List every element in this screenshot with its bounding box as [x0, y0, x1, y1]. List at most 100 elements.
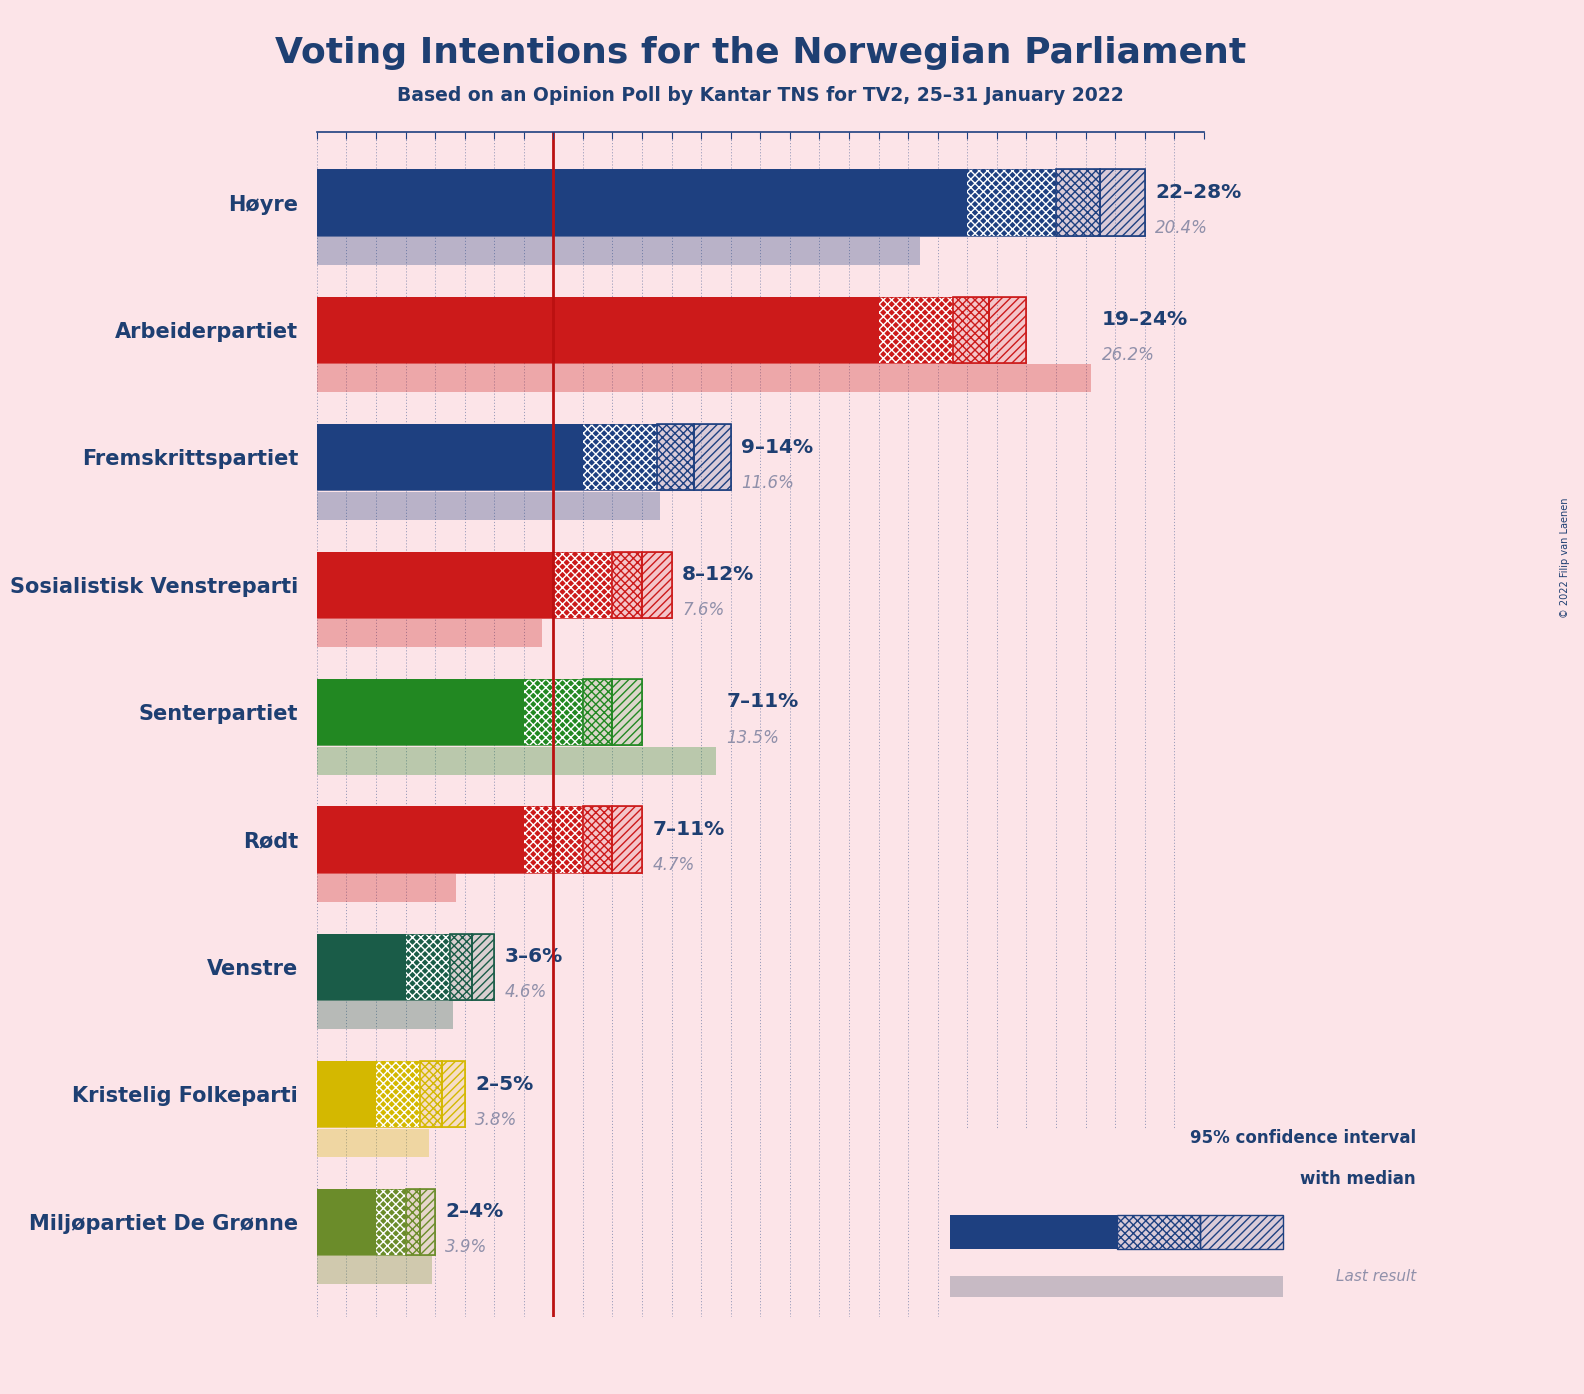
Bar: [1201, 1214, 1283, 1249]
Text: 26.2%: 26.2%: [1102, 346, 1155, 364]
Bar: [420, 1189, 436, 1255]
Text: 4.6%: 4.6%: [505, 983, 546, 1001]
Bar: [952, 297, 990, 362]
Bar: [950, 1214, 1117, 1249]
Bar: [450, 934, 472, 999]
Bar: [317, 424, 657, 491]
Text: 7–11%: 7–11%: [727, 693, 798, 711]
Bar: [1117, 1214, 1201, 1249]
Bar: [317, 619, 542, 647]
Bar: [317, 492, 661, 520]
Bar: [583, 679, 613, 746]
Bar: [375, 1189, 406, 1255]
Bar: [317, 679, 583, 746]
Bar: [583, 424, 657, 491]
Text: 11.6%: 11.6%: [741, 474, 794, 492]
Text: Voting Intentions for the Norwegian Parliament: Voting Intentions for the Norwegian Parl…: [274, 36, 1247, 70]
Bar: [442, 1061, 464, 1128]
Text: 22–28%: 22–28%: [1155, 183, 1242, 202]
Bar: [317, 1061, 464, 1128]
Text: Based on an Opinion Poll by Kantar TNS for TV2, 25–31 January 2022: Based on an Opinion Poll by Kantar TNS f…: [398, 86, 1123, 106]
Bar: [553, 552, 613, 618]
Text: 3.8%: 3.8%: [475, 1111, 518, 1129]
Text: 4.7%: 4.7%: [653, 856, 695, 874]
Bar: [317, 806, 642, 873]
Bar: [524, 806, 583, 873]
Bar: [317, 364, 1091, 392]
Bar: [420, 1061, 442, 1128]
Bar: [613, 806, 642, 873]
Bar: [1101, 170, 1145, 236]
Text: 95% confidence interval: 95% confidence interval: [1190, 1129, 1416, 1147]
Bar: [642, 552, 672, 618]
Bar: [1101, 170, 1145, 236]
Text: 2–4%: 2–4%: [445, 1202, 504, 1221]
Bar: [657, 424, 694, 491]
Bar: [317, 170, 1145, 236]
Bar: [613, 679, 642, 746]
Text: with median: with median: [1300, 1170, 1416, 1188]
Text: 7.6%: 7.6%: [683, 601, 724, 619]
Bar: [613, 806, 642, 873]
Bar: [317, 934, 450, 999]
Bar: [472, 934, 494, 999]
Bar: [990, 297, 1026, 362]
Text: 7–11%: 7–11%: [653, 820, 724, 839]
Text: 2–5%: 2–5%: [475, 1075, 534, 1094]
Bar: [694, 424, 730, 491]
Bar: [450, 934, 472, 999]
Bar: [1057, 170, 1101, 236]
Bar: [968, 170, 1057, 236]
Bar: [950, 1277, 1283, 1296]
Text: 3–6%: 3–6%: [505, 948, 562, 966]
Bar: [375, 1061, 420, 1128]
Bar: [317, 1061, 420, 1128]
Bar: [317, 552, 672, 618]
Bar: [990, 297, 1026, 362]
Bar: [406, 1189, 420, 1255]
Bar: [583, 806, 613, 873]
Bar: [472, 934, 494, 999]
Bar: [694, 424, 730, 491]
Bar: [583, 679, 613, 746]
Text: 9–14%: 9–14%: [741, 438, 813, 457]
Bar: [317, 297, 952, 362]
Bar: [613, 552, 642, 618]
Text: 20.4%: 20.4%: [1155, 219, 1209, 237]
Text: 13.5%: 13.5%: [727, 729, 779, 747]
Bar: [1057, 170, 1101, 236]
Text: Last result: Last result: [1335, 1269, 1416, 1284]
Bar: [317, 1256, 432, 1284]
Bar: [613, 679, 642, 746]
Bar: [420, 1061, 442, 1128]
Bar: [952, 297, 990, 362]
Bar: [1201, 1214, 1283, 1249]
Bar: [317, 679, 642, 746]
Bar: [317, 237, 920, 265]
Bar: [317, 424, 730, 491]
Bar: [879, 297, 952, 362]
Text: 3.9%: 3.9%: [445, 1238, 488, 1256]
Bar: [642, 552, 672, 618]
Bar: [1117, 1214, 1201, 1249]
Bar: [317, 747, 716, 775]
Bar: [406, 1189, 420, 1255]
Bar: [317, 297, 1026, 362]
Bar: [317, 806, 583, 873]
Bar: [317, 1189, 436, 1255]
Text: 8–12%: 8–12%: [683, 565, 754, 584]
Bar: [317, 1189, 406, 1255]
Bar: [657, 424, 694, 491]
Text: 19–24%: 19–24%: [1102, 311, 1188, 329]
Bar: [524, 679, 583, 746]
Bar: [317, 552, 613, 618]
Bar: [583, 806, 613, 873]
Bar: [317, 874, 456, 902]
Text: © 2022 Filip van Laenen: © 2022 Filip van Laenen: [1560, 498, 1570, 618]
Bar: [317, 934, 494, 999]
Bar: [442, 1061, 464, 1128]
Bar: [406, 934, 450, 999]
Bar: [317, 1001, 453, 1029]
Bar: [420, 1189, 436, 1255]
Bar: [613, 552, 642, 618]
